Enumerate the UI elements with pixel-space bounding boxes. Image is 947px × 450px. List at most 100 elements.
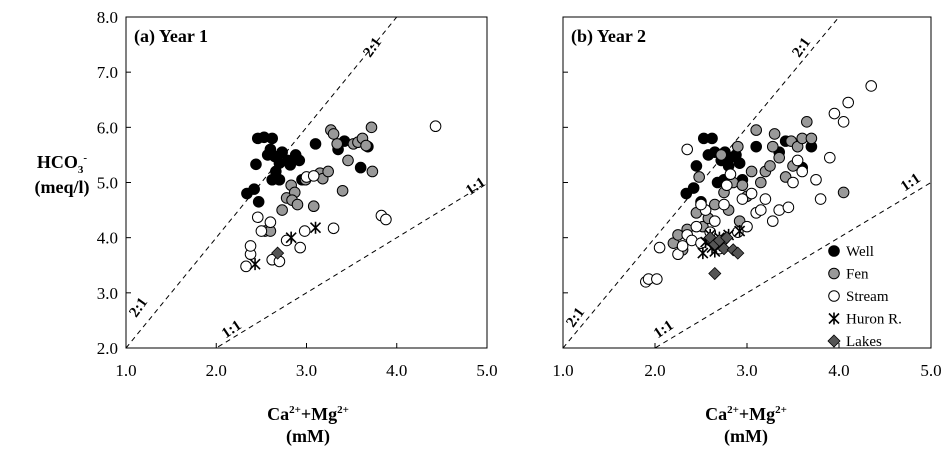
svg-text:(mM): (mM): [286, 426, 330, 447]
series-stream: [240, 120, 442, 273]
fen-point: [745, 165, 758, 178]
well-point: [733, 157, 746, 169]
fen-point: [736, 179, 749, 192]
reference-line-label: 2:1: [360, 35, 385, 61]
stream-point: [709, 215, 721, 227]
huron-point: [697, 247, 709, 260]
panel-title: (a) Year 1: [134, 26, 208, 47]
fen-point: [327, 128, 340, 140]
legend-label: Stream: [846, 289, 889, 305]
fen-point: [805, 132, 818, 145]
reference-line-label: 1:1: [651, 317, 677, 341]
x-tick-label: 5.0: [476, 361, 497, 380]
legend-label: Well: [846, 244, 874, 260]
fen-point: [773, 151, 786, 164]
series-huron: [249, 221, 322, 271]
reference-line-1-to-1: [215, 182, 487, 348]
stream-point: [837, 116, 850, 128]
legend-marker-well: [828, 245, 840, 257]
legend-item-fen: Fen: [828, 267, 869, 283]
stream-point: [676, 240, 689, 252]
legend-label: Huron R.: [846, 312, 902, 328]
reference-line-label: 1:1: [898, 170, 924, 194]
stream-point: [787, 176, 799, 189]
scatter-panel-2: 2:1 2:1 1:1 1:1 1.0 2.0 3.0 4.0 5.0 (b) Year 2: [552, 16, 942, 380]
stream-point: [294, 241, 306, 254]
lakes-point: [271, 246, 285, 260]
stream-point: [651, 273, 663, 285]
stream-point: [380, 213, 392, 226]
huron-point: [734, 225, 746, 238]
stream-point: [681, 143, 694, 156]
legend-marker-huron: [828, 312, 840, 325]
lakes-point: [731, 246, 745, 260]
huron-point: [309, 221, 322, 234]
x-axis-title-right: Ca2++Mg2+ (mM): [705, 404, 787, 447]
legend-item-well: Well: [828, 244, 874, 260]
well-point: [309, 138, 322, 150]
fen-point: [837, 186, 850, 199]
svg-text:(meq/l): (meq/l): [35, 177, 90, 198]
panel-title: (b) Year 2: [571, 26, 646, 47]
fen-point: [331, 138, 343, 150]
y-axis-title: HCO3- (meq/l): [35, 152, 90, 198]
well-point: [687, 182, 700, 194]
lakes-point: [717, 242, 731, 256]
huron-point: [285, 231, 297, 244]
legend-label: Fen: [846, 267, 869, 283]
fen-point: [342, 154, 354, 167]
scatter-panel-1: 2:12:11:11:12.03.04.05.06.07.08.01.0 2.0 3…: [97, 8, 498, 380]
legend-marker-stream: [828, 290, 840, 302]
series-lakes: [271, 246, 285, 260]
fen-point: [366, 165, 379, 178]
stream-point: [766, 215, 779, 227]
fen-point: [715, 149, 728, 161]
legend-item-lakes: Lakes: [827, 334, 882, 350]
well-point: [750, 140, 763, 153]
stream-point: [759, 193, 772, 205]
fen-point: [801, 116, 813, 128]
series-well: [241, 131, 374, 208]
stream-point: [828, 107, 841, 120]
svg-text:Ca2++Mg2+: Ca2++Mg2+: [705, 404, 787, 424]
x-tick-label: 4.0: [386, 361, 407, 380]
x-tick-label: 4.0: [828, 361, 849, 380]
stream-point: [782, 201, 795, 214]
stream-point: [690, 220, 703, 233]
reference-line-label: 2:1: [126, 295, 151, 321]
x-tick-label: 3.0: [736, 361, 757, 380]
fen-point: [322, 165, 334, 178]
series-lakes: [703, 231, 745, 281]
svg-text:Ca2++Mg2+: Ca2++Mg2+: [267, 404, 349, 424]
x-tick-label: 1.0: [115, 361, 136, 380]
x-tick-label: 3.0: [296, 361, 317, 380]
well-point: [266, 132, 279, 145]
well-point: [706, 132, 718, 145]
well-point: [252, 196, 265, 208]
well-point: [250, 158, 262, 171]
well-point: [690, 160, 703, 172]
stream-point: [865, 80, 878, 92]
well-point: [293, 154, 306, 167]
fen-point: [732, 140, 744, 153]
x-tick-label: 2.0: [206, 361, 227, 380]
reference-line-label: 2:1: [563, 305, 588, 331]
fen-point: [365, 121, 378, 134]
y-tick-label: 8.0: [97, 8, 118, 27]
legend-marker-fen: [828, 267, 840, 280]
legend-item-huron: Huron R.: [828, 312, 902, 328]
fen-point: [336, 184, 349, 197]
fen-point: [291, 198, 304, 211]
stream-point: [255, 225, 268, 237]
svg-text:HCO3-: HCO3-: [37, 152, 88, 176]
stream-point: [244, 240, 257, 252]
fen-point: [693, 171, 705, 183]
reference-line-label: 2:1: [789, 35, 814, 61]
x-tick-label: 5.0: [920, 361, 941, 380]
stream-point: [327, 222, 340, 235]
stream-point: [791, 154, 804, 167]
y-tick-label: 4.0: [97, 229, 118, 248]
fen-point: [276, 204, 288, 216]
stream-point: [842, 96, 855, 109]
stream-point: [814, 193, 827, 205]
